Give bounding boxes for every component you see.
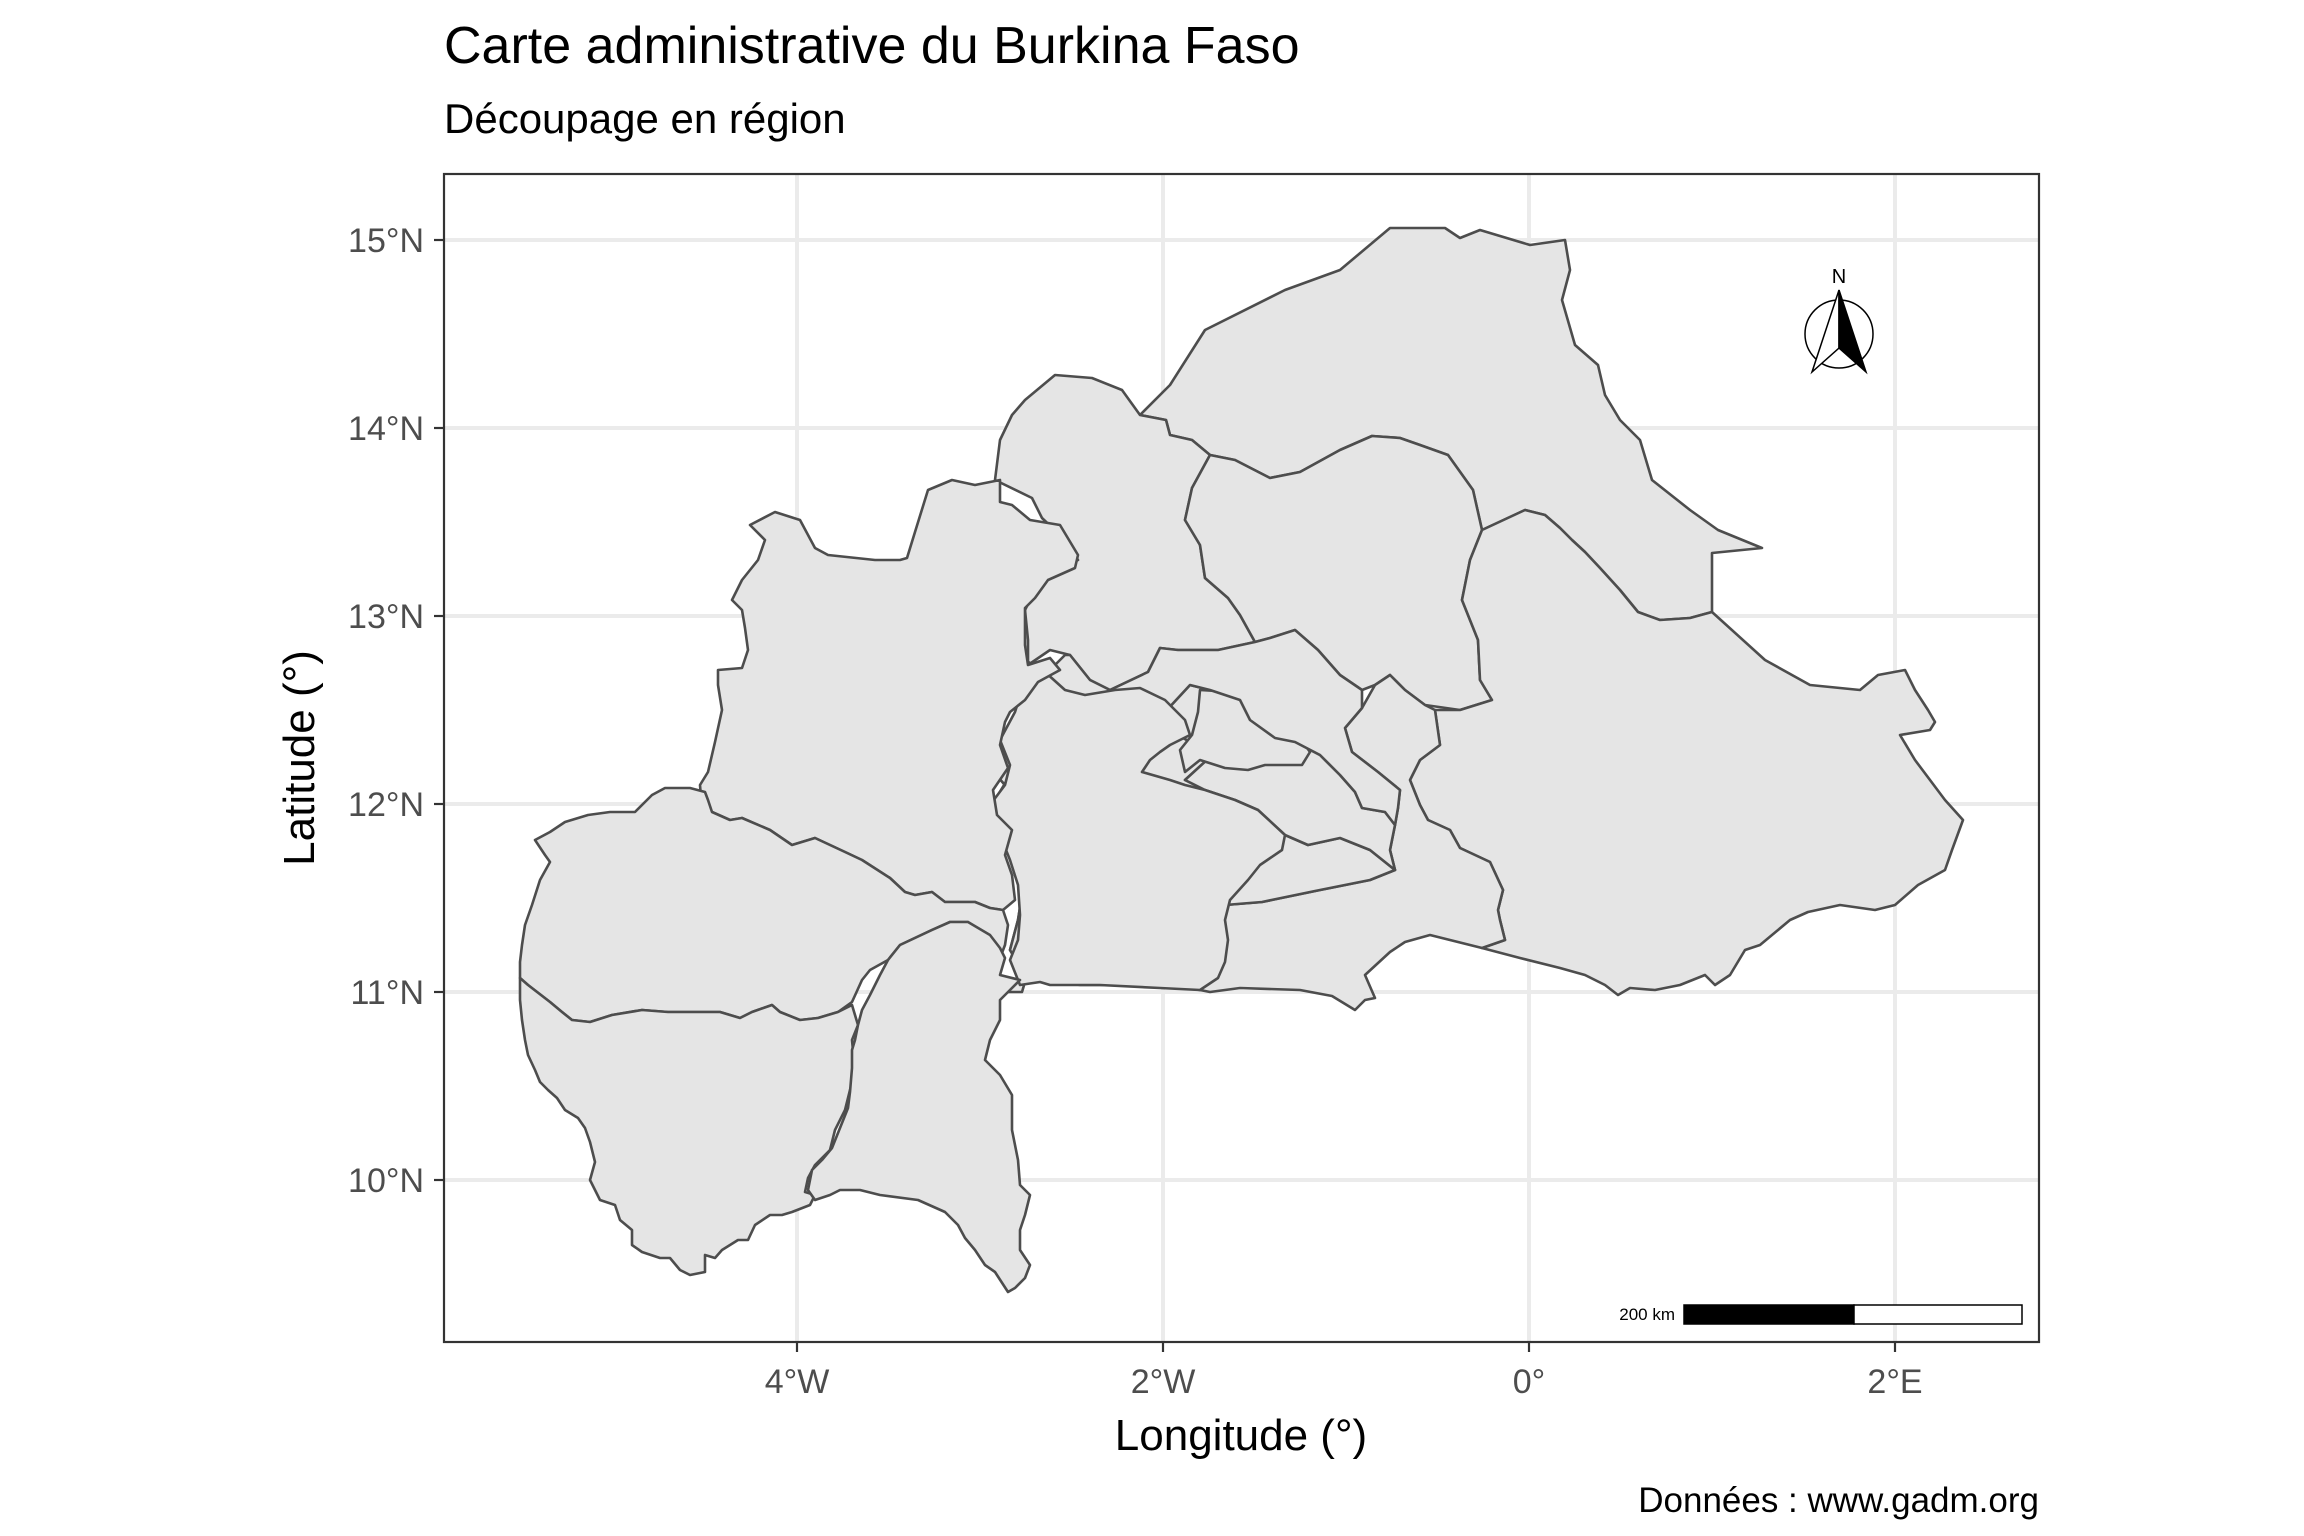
scale-bar-black-segment: [1683, 1304, 1855, 1325]
north-arrow: N: [1804, 266, 1874, 375]
scale-bar-white-segment: [1853, 1304, 2023, 1325]
axis-ticks: [434, 238, 1897, 1352]
map-subtitle: Découpage en région: [444, 95, 846, 142]
scale-bar-label: 200 km: [1619, 1305, 1675, 1324]
data-source-caption: Données : www.gadm.org: [1638, 1481, 2039, 1520]
north-arrow-label: N: [1832, 266, 1846, 288]
regions: [518, 226, 1965, 1294]
y-axis-title: Latitude (°): [275, 650, 324, 866]
y-tick-label: 10°N: [348, 1162, 424, 1200]
north-arrow-right-half: [1838, 289, 1868, 375]
panel-border: [442, 172, 2041, 1344]
region-cascades: [518, 976, 860, 1277]
scale-bar: 200 km: [1619, 1304, 2023, 1325]
y-tick-label: 14°N: [348, 410, 424, 448]
x-tick-label: 2°E: [1867, 1363, 1922, 1401]
map-title: Carte administrative du Burkina Faso: [444, 17, 1300, 75]
y-tick-label: 13°N: [348, 598, 424, 636]
x-tick-label: 0°: [1513, 1363, 1546, 1401]
x-axis-title: Longitude (°): [1115, 1411, 1367, 1460]
region-centre-nord: [1183, 434, 1494, 712]
region-sud-ouest: [806, 920, 1032, 1294]
x-tick-label: 2°W: [1131, 1363, 1196, 1401]
y-tick-label: 11°N: [351, 974, 424, 1012]
x-tick-labels: 4°W 2°W 0° 2°E: [765, 1363, 1923, 1401]
y-tick-label: 15°N: [348, 222, 424, 260]
y-tick-labels: 10°N 11°N 12°N 13°N 14°N 15°N: [348, 222, 424, 1200]
x-tick-label: 4°W: [765, 1363, 830, 1401]
y-tick-label: 12°N: [348, 786, 424, 824]
